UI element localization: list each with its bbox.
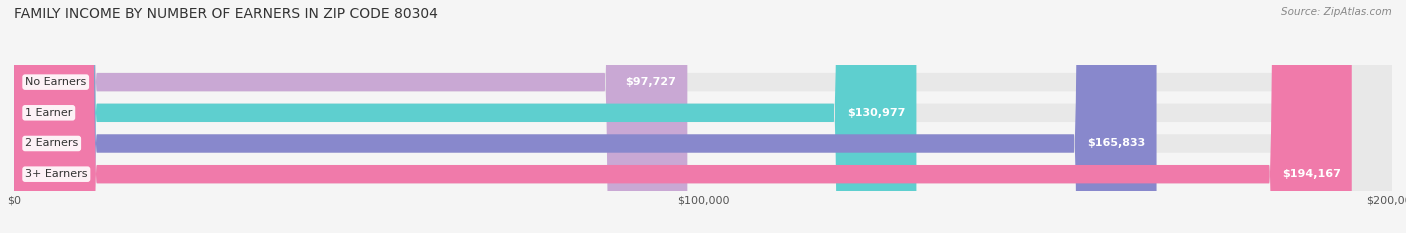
Text: $165,833: $165,833 [1087, 138, 1146, 148]
Text: FAMILY INCOME BY NUMBER OF EARNERS IN ZIP CODE 80304: FAMILY INCOME BY NUMBER OF EARNERS IN ZI… [14, 7, 437, 21]
Text: $130,977: $130,977 [846, 108, 905, 118]
Text: Source: ZipAtlas.com: Source: ZipAtlas.com [1281, 7, 1392, 17]
Text: 3+ Earners: 3+ Earners [25, 169, 87, 179]
FancyBboxPatch shape [14, 0, 1351, 233]
FancyBboxPatch shape [14, 0, 1157, 233]
FancyBboxPatch shape [14, 0, 1392, 233]
Text: 1 Earner: 1 Earner [25, 108, 73, 118]
FancyBboxPatch shape [14, 0, 1392, 233]
Text: $97,727: $97,727 [626, 77, 676, 87]
FancyBboxPatch shape [14, 0, 688, 233]
FancyBboxPatch shape [14, 0, 1392, 233]
Text: No Earners: No Earners [25, 77, 86, 87]
Text: $194,167: $194,167 [1282, 169, 1341, 179]
FancyBboxPatch shape [14, 0, 1392, 233]
FancyBboxPatch shape [14, 0, 917, 233]
Text: 2 Earners: 2 Earners [25, 138, 79, 148]
